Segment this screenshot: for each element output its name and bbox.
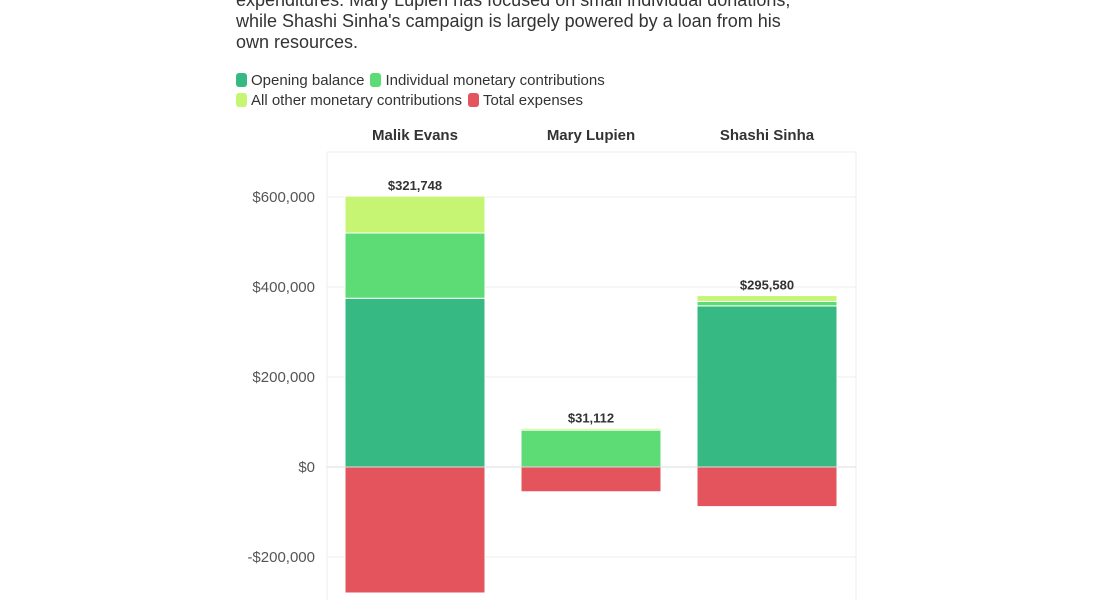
category-label: Mary Lupien <box>547 127 635 144</box>
bar-segment <box>696 466 838 508</box>
y-tick-label: -$200,000 <box>247 549 315 566</box>
bar-segment <box>520 466 662 493</box>
legend-row-2: All other monetary contributions Total e… <box>236 90 756 110</box>
y-tick-label: $400,000 <box>252 279 315 296</box>
legend-swatch-expenses <box>467 93 479 107</box>
bar-segment <box>344 297 486 468</box>
y-tick-label: $200,000 <box>252 369 315 386</box>
bar-segment <box>520 427 662 431</box>
legend-label-individual: Individual monetary contributions <box>385 71 605 89</box>
bar-segment <box>344 195 486 234</box>
legend-item-expenses: Total expenses <box>467 91 584 109</box>
bar-segment <box>696 295 838 302</box>
legend-item-opening-balance: Opening balance <box>236 72 364 89</box>
bar-segment <box>520 429 662 468</box>
y-tick-label: $600,000 <box>252 189 315 206</box>
bar-segment <box>696 300 838 307</box>
data-label: $295,580 <box>740 278 794 293</box>
intro-text: expenditures. Mary Lupien has focused on… <box>236 0 876 53</box>
legend-item-other: All other monetary contributions <box>236 92 462 109</box>
legend-item-individual: Individual monetary contributions <box>370 71 605 89</box>
category-label: Malik Evans <box>372 127 458 144</box>
intro-line-2: while Shashi Sinha's campaign is largely… <box>236 11 781 31</box>
legend-label-other: All other monetary contributions <box>251 91 462 109</box>
legend-swatch-individual <box>370 73 382 87</box>
data-label: $31,112 <box>568 410 614 425</box>
bar-segment <box>344 232 486 299</box>
legend-swatch-other <box>236 93 247 107</box>
intro-line-1: expenditures. Mary Lupien has focused on… <box>236 0 791 10</box>
bar-segment <box>344 466 486 594</box>
legend-row-1: Opening balance Individual monetary cont… <box>236 70 756 90</box>
data-label: $321,748 <box>388 178 442 193</box>
legend-swatch-opening-balance <box>236 73 247 87</box>
legend-label-opening-balance: Opening balance <box>251 71 365 89</box>
legend-label-expenses: Total expenses <box>482 91 584 109</box>
intro-line-3: own resources. <box>236 32 359 52</box>
y-tick-label: $0 <box>298 459 315 476</box>
category-label: Shashi Sinha <box>720 127 815 144</box>
bar-segment <box>696 305 838 468</box>
chart-legend: Opening balance Individual monetary cont… <box>236 70 756 110</box>
